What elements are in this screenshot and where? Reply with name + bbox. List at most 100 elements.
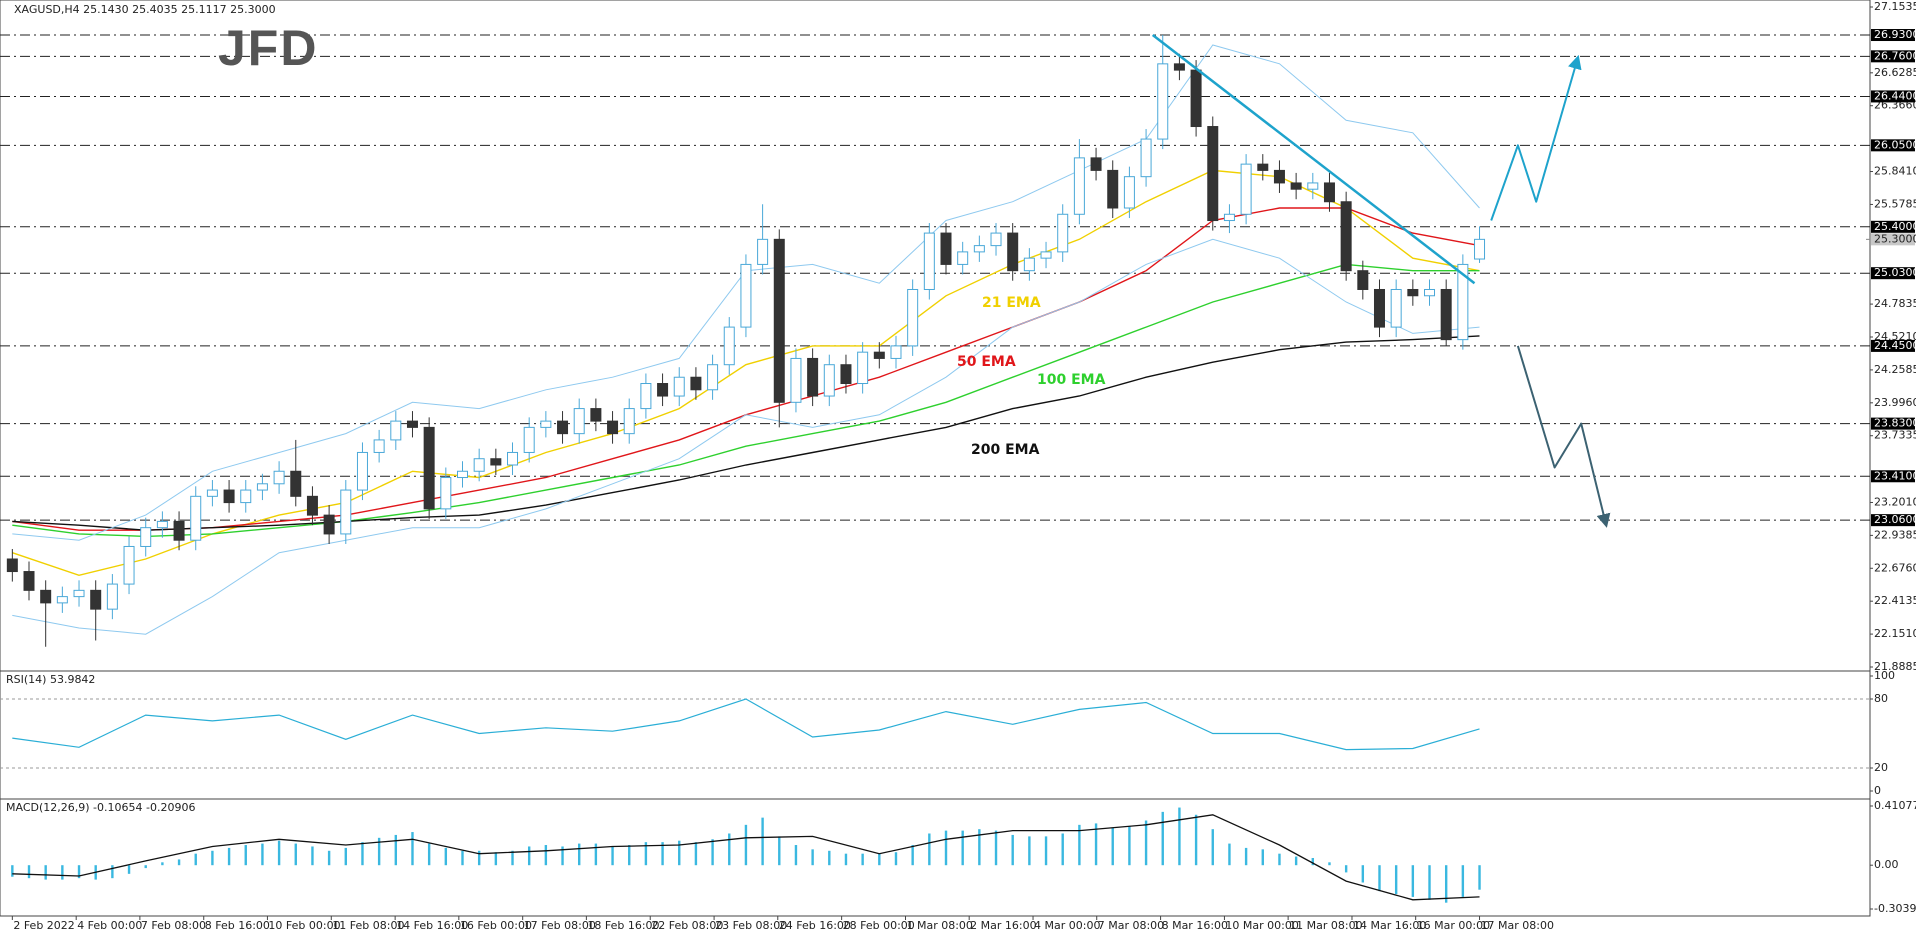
macd-bar (928, 833, 931, 866)
y-tick-label: 24.7835 (1874, 297, 1916, 310)
macd-bar (1361, 865, 1365, 883)
y-tick-label: 22.1510 (1874, 627, 1916, 640)
macd-bar (578, 843, 581, 866)
candle-body (540, 420, 552, 428)
macd-title: MACD(12,26,9) -0.10654 -0.20906 (6, 801, 195, 814)
macd-bar (1144, 820, 1148, 866)
candle-body (957, 251, 969, 265)
y-tick-label: 26.6285 (1874, 66, 1916, 79)
level-label: 24.4500 (1874, 339, 1916, 352)
x-tick-label: 28 Feb 00:00 (843, 919, 915, 932)
macd-panel (11, 807, 1481, 903)
macd-bar (961, 830, 964, 866)
candle-body (923, 232, 935, 290)
candle-body (40, 589, 52, 604)
macd-bar (1044, 836, 1048, 866)
macd-bar (1228, 843, 1231, 866)
x-tick-label: 17 Feb 08:00 (524, 919, 596, 932)
macd-bar (661, 842, 664, 866)
candle-body (657, 383, 669, 397)
macd-bar (844, 853, 848, 866)
macd-signal (12, 814, 1480, 901)
macd-bar (61, 865, 64, 880)
candle-body (857, 351, 869, 385)
plot-frame (0, 0, 1871, 917)
candle-body (1340, 201, 1352, 272)
macd-bar (11, 865, 14, 877)
candle-body (673, 376, 685, 397)
chart-title: XAGUSD,H4 25.1430 25.4035 25.1117 25.300… (14, 3, 276, 16)
macd-bar (1394, 865, 1398, 895)
candle-body (557, 420, 569, 435)
macd-bar (494, 852, 498, 866)
macd-bar (1094, 823, 1098, 866)
candle-body (423, 426, 435, 510)
ema-line (12, 169, 1480, 577)
candle-body (306, 495, 318, 516)
candle-body (440, 477, 452, 510)
x-tick-label: 4 Feb 00:00 (77, 919, 142, 932)
macd-bar (1411, 865, 1415, 897)
ema-label: 50 EMA (957, 354, 1016, 370)
macd-bar (761, 817, 764, 866)
x-tick-label: 7 Mar 08:00 (1098, 919, 1164, 932)
candle-body (73, 589, 85, 598)
candle-body (206, 489, 218, 497)
macd-bar (227, 847, 231, 866)
x-tick-label: 8 Mar 16:00 (1162, 919, 1228, 932)
ema-label: 100 EMA (1037, 372, 1106, 388)
macd-bar (611, 846, 614, 866)
candle-body (1440, 288, 1452, 341)
macd-bar (1028, 836, 1031, 866)
ema-line (12, 335, 1480, 531)
y-tick-label: 24.5210 (1874, 330, 1916, 343)
last-price-label: 25.3000 (1874, 232, 1916, 245)
macd-bar (1111, 827, 1114, 866)
y-tick-label: 22.4135 (1874, 594, 1916, 607)
candle-body (1023, 257, 1035, 272)
macd-bar (277, 840, 281, 866)
macd-bar (1378, 865, 1381, 892)
candle-body (940, 232, 952, 265)
macd-bar (544, 845, 548, 866)
macd-bar (1328, 862, 1331, 866)
candle-body (1273, 169, 1285, 184)
macd-bar (111, 865, 114, 879)
candle-body (340, 489, 352, 535)
macd-bar (994, 830, 998, 866)
macd-bar (1311, 857, 1315, 866)
macd-bar (944, 830, 948, 866)
x-tick-label: 16 Feb 00:00 (460, 919, 532, 932)
candle-body (1357, 270, 1369, 290)
macd-bar (311, 846, 314, 866)
y-tick-label: 100 (1874, 669, 1895, 682)
x-tick-label: 14 Mar 16:00 (1353, 919, 1426, 932)
macd-bar (628, 845, 631, 866)
macd-bar (1061, 833, 1064, 866)
candle-body (140, 527, 152, 547)
candle-body (823, 364, 835, 397)
macd-bar (1294, 856, 1298, 866)
x-tick-label: 18 Feb 16:00 (587, 919, 659, 932)
y-tick-label: 24.2585 (1874, 363, 1916, 376)
x-tick-label: 10 Feb 00:00 (268, 919, 340, 932)
trendline (1151, 34, 1476, 285)
candle-body (1173, 63, 1185, 71)
macd-bar (1444, 865, 1448, 903)
x-tick-label: 1 Mar 08:00 (906, 919, 972, 932)
macd-bar (811, 849, 814, 866)
candle-body (406, 420, 418, 428)
logo: JFD (218, 20, 318, 76)
y-tick-label: 23.2010 (1874, 495, 1916, 508)
macd-bar (678, 840, 681, 866)
macd-bar (1211, 829, 1214, 866)
candle-body (6, 558, 18, 573)
macd-bar (1194, 814, 1198, 866)
level-label: 23.0600 (1874, 513, 1916, 526)
level-label: 26.9300 (1874, 28, 1916, 41)
x-tick-label: 17 Mar 08:00 (1481, 919, 1554, 932)
y-tick-label: 23.7335 (1874, 429, 1916, 442)
candle-body (56, 596, 68, 604)
level-label-bg (1871, 267, 1915, 280)
